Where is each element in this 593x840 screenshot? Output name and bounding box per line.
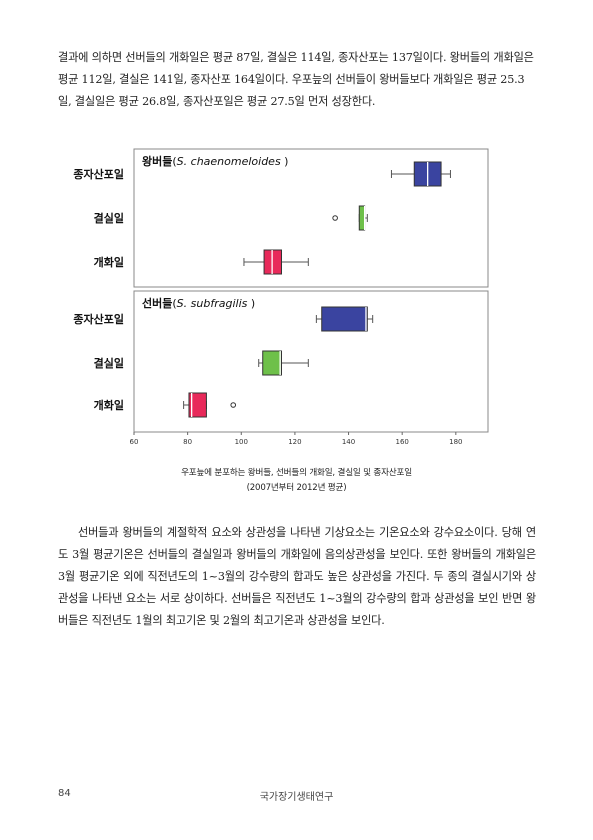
- iqr-box: [262, 350, 282, 376]
- x-tick-label: 180: [449, 438, 462, 446]
- category-label: 종자산포일: [73, 167, 124, 181]
- intro-paragraph: 결과에 의하면 선버들의 개화일은 평균 87일, 결실은 114일, 종자산포…: [58, 51, 534, 108]
- category-label: 결실일: [94, 211, 124, 225]
- x-tick-label: 120: [288, 438, 301, 446]
- outlier-point: [332, 215, 338, 221]
- panel-title-sci-italic: S. chaenomeloides: [177, 155, 281, 168]
- iqr-box: [321, 306, 368, 332]
- figure-caption: 우포늪에 분포하는 왕버들, 선버들의 개화일, 결실일 및 종자산포일: [181, 468, 412, 478]
- category-label: 종자산포일: [73, 312, 124, 326]
- panel-frame: [133, 290, 489, 433]
- outlier-point: [230, 402, 237, 408]
- x-tick-label: 60: [130, 438, 139, 446]
- iqr-box: [263, 249, 282, 275]
- page-number: 84: [58, 788, 71, 799]
- x-tick-label: 160: [395, 438, 408, 446]
- phenology-boxplot-chart: 왕버들(S. chaenomeloides )종자산포일결실일개화일선버들(S.…: [73, 148, 489, 446]
- panel-title-close: ): [281, 155, 289, 168]
- iqr-box: [358, 205, 366, 231]
- category-label: 결실일: [94, 356, 124, 370]
- category-label: 개화일: [94, 398, 124, 412]
- x-tick-label: 140: [342, 438, 355, 446]
- panel-title-species: 왕버들: [142, 154, 172, 168]
- panel-title: 선버들(S. subfragilis ): [142, 296, 255, 310]
- panel-title: 왕버들(S. chaenomeloides ): [142, 154, 288, 168]
- x-tick-label: 80: [183, 438, 192, 446]
- book-title: 국가장기생태연구: [259, 792, 334, 803]
- panel-title-close: ): [247, 297, 255, 310]
- x-tick-label: 100: [235, 438, 248, 446]
- panel-title-species: 선버들: [142, 296, 172, 310]
- iqr-box: [188, 392, 207, 418]
- panel-title-scientific-name: (: [172, 297, 176, 310]
- panel-title-sci-italic: S. subfragilis: [177, 297, 248, 310]
- figure-caption-period: (2007년부터 2012년 평균): [246, 483, 347, 493]
- body-paragraph: 선버들과 왕버들의 계절학적 요소와 상관성을 나타낸 기상요소는 기온요소와 …: [58, 526, 536, 627]
- category-label: 개화일: [94, 255, 124, 269]
- panel-title-scientific-name: (: [172, 155, 176, 168]
